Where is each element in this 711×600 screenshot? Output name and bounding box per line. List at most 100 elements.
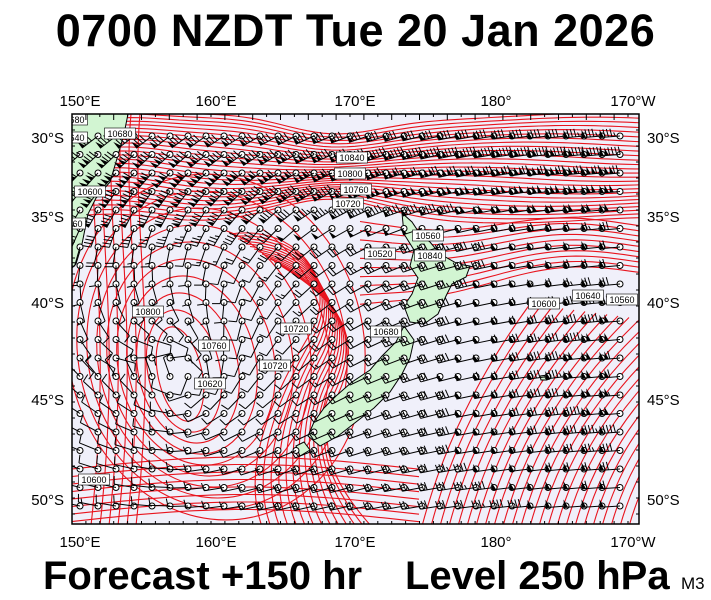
contour-label: 10760: [343, 185, 368, 195]
barb-flag: [227, 214, 235, 220]
map-frame: [71, 113, 640, 525]
barb-flag: [456, 243, 461, 251]
barb-flag: [355, 131, 361, 139]
barb-flag: [280, 134, 287, 142]
barb-flag: [548, 370, 552, 379]
barb-flag: [273, 400, 281, 408]
barb-flag: [238, 189, 243, 192]
axis-label-layer: 150°E150°E160°E160°E170°E170°E180°180°17…: [31, 93, 679, 551]
barb-flag: [551, 406, 555, 415]
barb-flag: [362, 267, 369, 275]
wind-barb: [313, 135, 333, 145]
barb-flag: [312, 306, 320, 313]
wind-barb: [249, 357, 261, 376]
barb-flag: [133, 396, 137, 405]
barb-flag: [142, 151, 150, 158]
wind-barb: [194, 209, 207, 227]
wind-barb: [296, 394, 315, 407]
barb-flag: [551, 369, 555, 379]
barb-flag: [226, 235, 235, 240]
barb-pennant: [586, 369, 591, 378]
barb-flag: [263, 276, 268, 279]
barb-pennant: [405, 188, 412, 196]
barb-flag: [99, 394, 104, 403]
barb-pennant: [63, 223, 72, 227]
barb-flag: [82, 245, 91, 248]
barb-flag: [225, 281, 234, 285]
barb-flag: [388, 504, 392, 509]
barb-flag: [254, 467, 260, 476]
barb-flag: [172, 219, 181, 224]
wind-barb: [528, 135, 549, 139]
barb-flag: [191, 264, 200, 267]
barb-flag: [511, 370, 516, 379]
barb-flag: [174, 265, 184, 267]
barb-flag: [262, 212, 270, 219]
barb-flag: [509, 146, 513, 155]
barb-flag: [319, 207, 326, 215]
wind-barb: [151, 352, 172, 359]
barb-pennant: [527, 278, 533, 287]
barb-pennant: [418, 132, 425, 141]
barb-pennant: [581, 388, 587, 397]
barb-flag: [314, 382, 319, 386]
barb-flag: [96, 455, 98, 464]
barb-flag: [541, 146, 546, 156]
barb-flag: [334, 132, 340, 141]
barb-flag: [262, 134, 269, 142]
barb-flag: [241, 505, 245, 510]
barb-flag: [367, 208, 373, 216]
barb-flag: [362, 377, 368, 385]
barb-flag: [244, 234, 252, 239]
wind-barb: [277, 450, 297, 459]
barb-pennant: [527, 204, 533, 213]
wind-barb: [81, 135, 99, 149]
barb-flag: [281, 191, 288, 198]
barb-flag: [464, 129, 469, 138]
barb-flag: [156, 217, 165, 221]
barb-flag: [314, 364, 319, 368]
barb-pennant: [310, 232, 319, 240]
barb-flag: [403, 132, 408, 140]
barb-flag: [441, 261, 446, 270]
barb-flag: [416, 410, 422, 419]
barb-flag: [471, 500, 475, 509]
barb-pennant: [536, 184, 542, 193]
barb-pennant: [586, 203, 591, 212]
barb-flag: [460, 481, 464, 490]
barb-flag: [401, 319, 407, 327]
barb-pennant: [581, 351, 587, 360]
barb-flag: [308, 485, 314, 493]
contour-line: [359, 228, 639, 246]
contour-line: [72, 124, 639, 148]
barb-pennant: [532, 148, 537, 157]
wind-barb: [208, 172, 225, 187]
wind-barb: [546, 394, 567, 398]
barb-flag: [241, 137, 248, 144]
barb-flag: [462, 260, 468, 268]
barb-pennant: [581, 333, 587, 342]
barb-flag: [154, 220, 163, 224]
barb-flag: [72, 222, 73, 224]
barb-pennant: [459, 205, 466, 214]
barb-flag: [530, 425, 534, 434]
barb-pennant: [171, 158, 180, 165]
wind-barb: [99, 401, 117, 414]
barb-flag: [246, 231, 255, 237]
wind-barb: [528, 265, 549, 269]
barb-flag: [115, 139, 123, 146]
barb-pennant: [509, 463, 515, 472]
barb-flag: [274, 151, 279, 155]
barb-flag: [555, 128, 559, 137]
wind-barb: [136, 381, 153, 396]
barb-pennant: [81, 178, 91, 185]
barb-flag: [548, 351, 552, 360]
wind-barb: [116, 402, 135, 414]
barb-flag: [446, 466, 450, 471]
barb-flag: [302, 188, 309, 196]
barb-flag: [291, 399, 298, 407]
barb-pennant: [135, 158, 144, 165]
barb-pennant: [400, 170, 407, 179]
wind-barb: [79, 320, 89, 340]
barb-flag: [434, 428, 439, 437]
